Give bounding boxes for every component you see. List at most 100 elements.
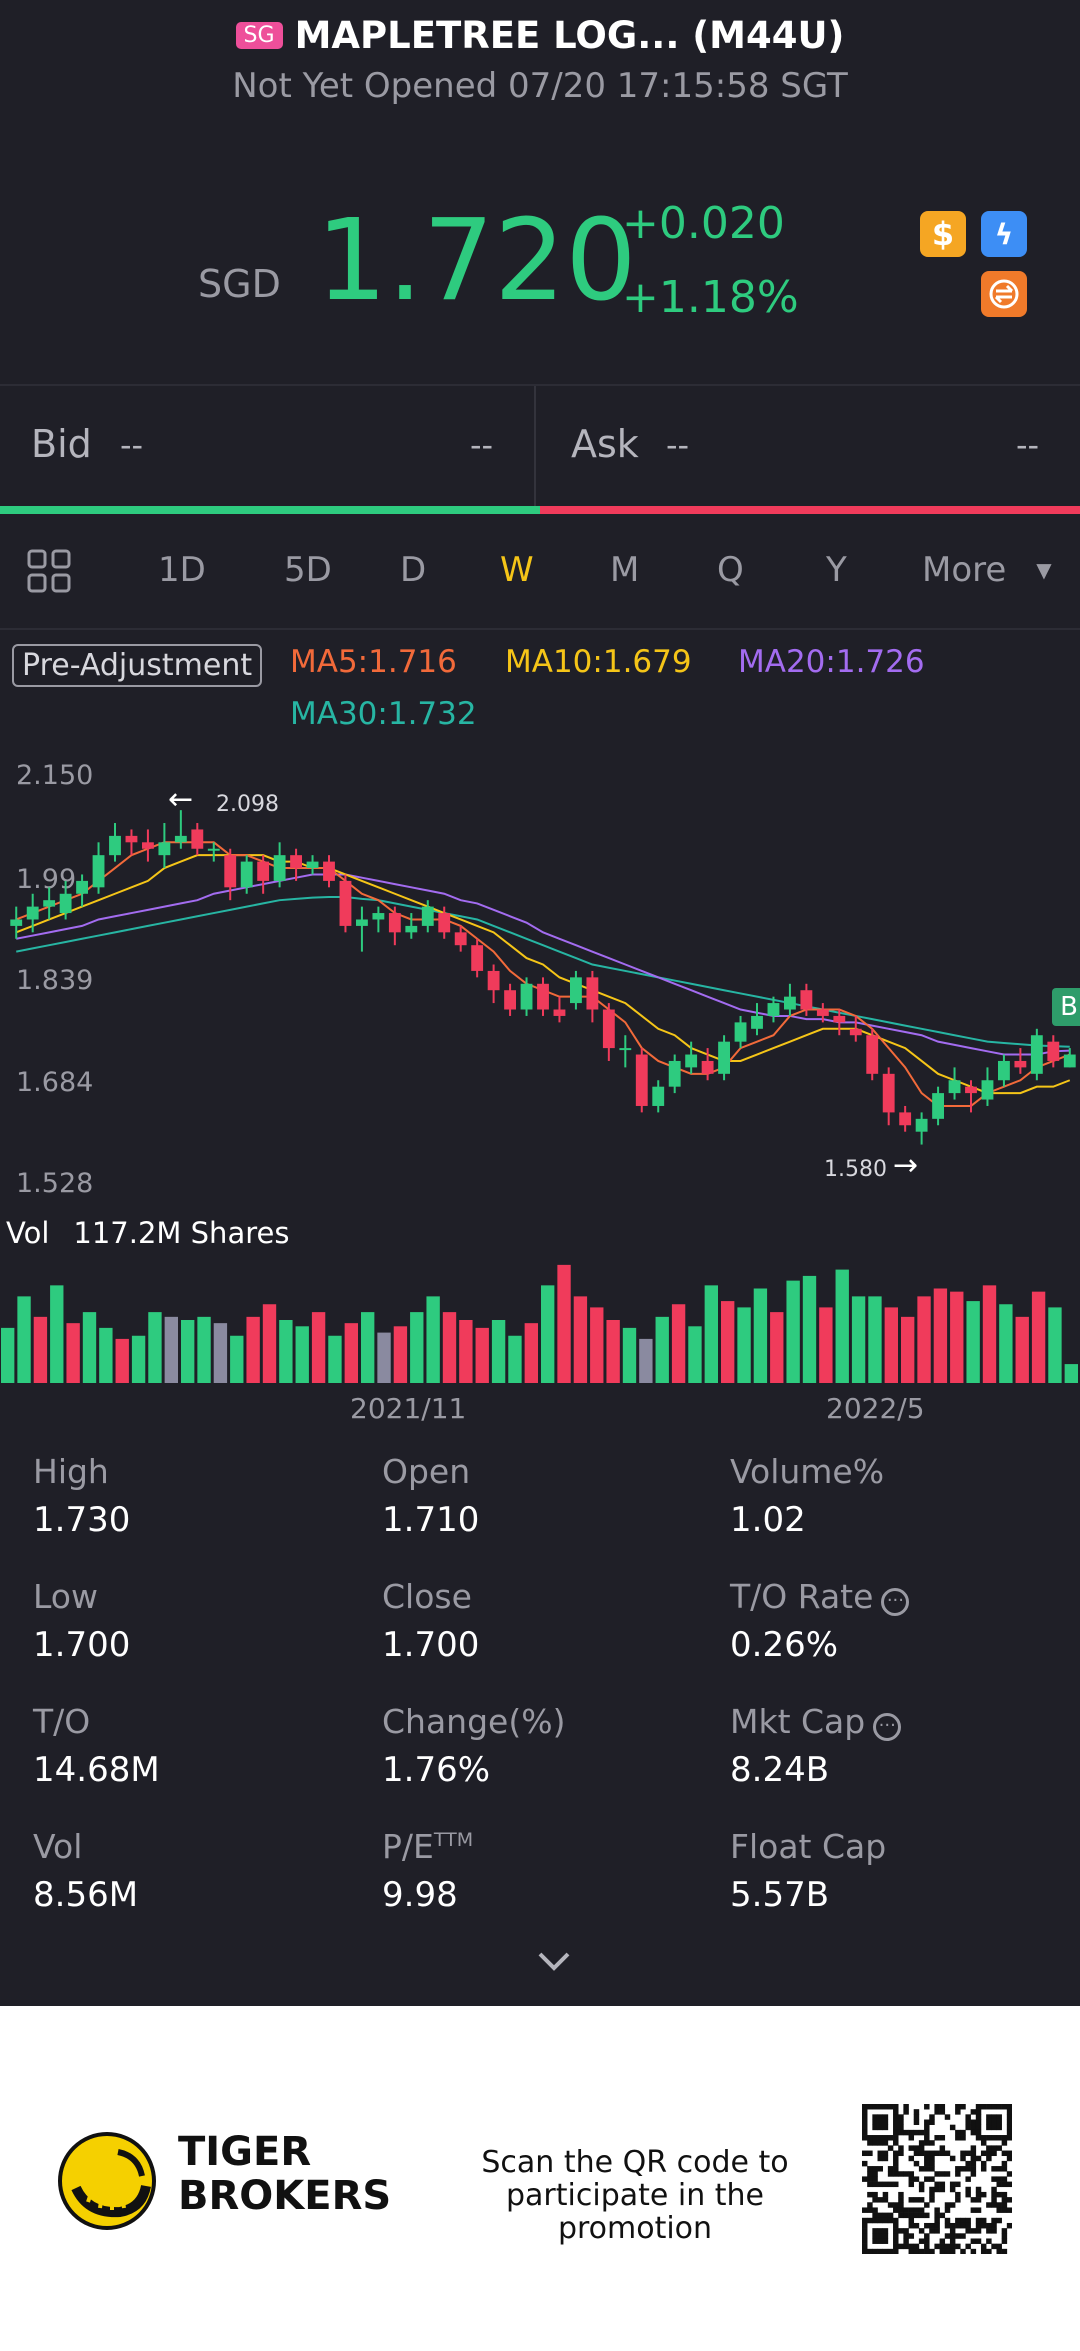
qr-module [893,2150,899,2157]
candle-body [257,861,270,881]
candle-body [948,1080,961,1094]
more-info-icon[interactable]: ··· [873,1713,902,1741]
qr-module [893,2166,899,2172]
qr-module [965,2228,971,2234]
ask-label: Ask [571,422,639,466]
qr-module [970,2197,977,2203]
qr-module [975,2119,982,2125]
bid-panel[interactable]: Bid -- -- [0,386,534,506]
volume-chart [1,1264,1078,1383]
tab-q[interactable]: Q [717,550,744,590]
volume-bar [361,1312,375,1383]
qr-module [862,2238,868,2244]
qr-module [918,2129,925,2136]
qr-module [1006,2222,1012,2229]
qr-module [872,2119,878,2125]
volume-bar [933,1288,948,1383]
tab-more[interactable]: More ▼ [922,550,1052,590]
qr-module [924,2140,930,2146]
qr-module [986,2228,992,2234]
volume-bar [1,1327,15,1383]
qr-module [867,2202,873,2208]
qr-module [980,2140,987,2146]
volume-bar [491,1320,506,1383]
tab-y[interactable]: Y [826,550,847,590]
qr-module [908,2233,915,2239]
qr-module [893,2228,899,2234]
ma30-label: MA30:1.732 [290,696,477,732]
candlestick-chart[interactable] [0,760,1080,1200]
tab-d[interactable]: D [400,550,427,590]
currency-label: SGD [198,262,281,306]
candle-body [273,855,286,881]
tab-5d[interactable]: 5D [284,550,332,590]
candle-body [816,1009,829,1016]
qr-module [908,2171,915,2177]
tab-1d[interactable]: 1D [158,550,206,590]
qr-module [872,2191,878,2198]
qr-module [1001,2238,1008,2244]
qr-module [929,2160,935,2167]
qr-module [862,2243,868,2250]
qr-module [908,2129,915,2136]
qr-module [862,2233,868,2239]
candle-body [454,932,467,946]
qr-module [944,2217,951,2224]
qr-module [986,2222,992,2229]
swap-icon[interactable] [981,271,1027,317]
qr-module [955,2129,961,2136]
qr-module [924,2155,930,2162]
qr-module [1001,2202,1008,2208]
volume-bar [557,1264,571,1383]
qr-module [986,2124,992,2131]
qr-module [934,2212,940,2219]
qr-module [882,2228,889,2234]
qr-module [980,2166,987,2172]
buy-marker-badge[interactable]: B [1052,988,1080,1026]
stat-vol-label: Vol [33,1827,83,1866]
qr-module [872,2238,878,2244]
stat-mkt-cap-value: 8.24B [730,1750,830,1790]
qr-module [975,2222,982,2229]
qr-module [887,2135,894,2141]
qr-module [903,2171,909,2177]
candle-body [174,835,187,843]
qr-module [934,2181,940,2188]
qr-module [903,2212,909,2219]
qr-module [918,2150,925,2157]
divider [0,384,1080,386]
qr-module [924,2160,930,2167]
qr-module [882,2181,889,2188]
expand-chevron-icon[interactable] [534,1948,574,1980]
qr-module [877,2140,883,2146]
volume-bar [802,1275,817,1383]
qr-module [1006,2104,1012,2110]
qr-module [867,2140,873,2146]
qr-module [965,2150,971,2157]
qr-module [934,2243,940,2250]
qr-module [1001,2197,1008,2203]
candle-body [569,977,582,1004]
lightning-icon[interactable]: ϟ [981,211,1027,257]
qr-module [862,2160,868,2167]
pre-adjustment-button[interactable]: Pre-Adjustment [12,644,263,687]
volume-bar [230,1335,244,1383]
qr-module [970,2119,977,2125]
candle-body [92,855,105,888]
volume-bar [344,1323,358,1383]
ask-panel[interactable]: Ask -- -- [536,386,1080,506]
qr-module [955,2222,961,2229]
volume-bar [737,1307,751,1383]
qr-module [1001,2160,1008,2167]
candle-body [537,983,549,1010]
qr-module [913,2212,920,2219]
dollar-icon[interactable]: $ [920,211,966,257]
tab-m[interactable]: M [610,550,640,590]
qr-module [986,2104,992,2110]
layout-grid-icon[interactable] [26,548,72,598]
more-info-icon[interactable]: ··· [881,1588,910,1616]
tab-w[interactable]: W [500,550,534,590]
candle-body [882,1073,895,1113]
qr-module [965,2166,971,2172]
qr-module [872,2135,878,2141]
